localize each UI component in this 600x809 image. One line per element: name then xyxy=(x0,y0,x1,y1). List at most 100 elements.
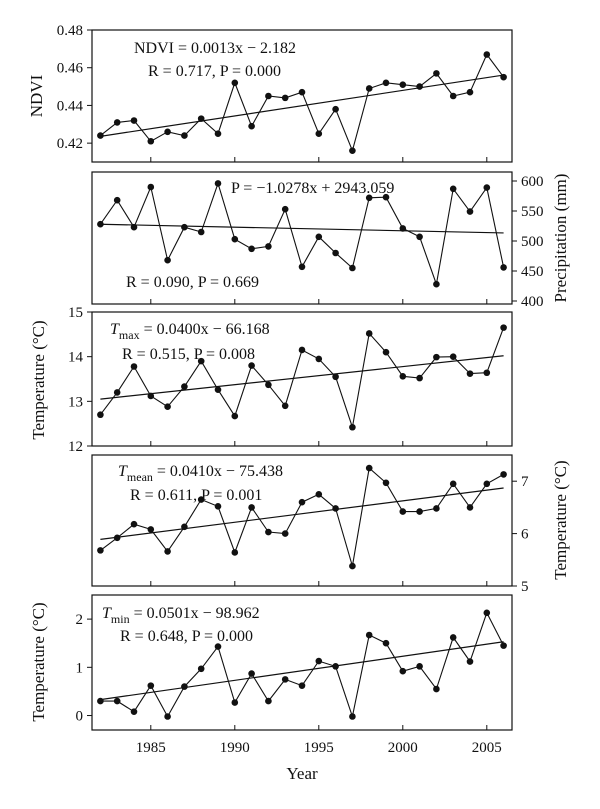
regression-stats: R = 0.611, P = 0.001 xyxy=(130,487,262,504)
data-point xyxy=(181,223,188,231)
trend-line xyxy=(100,487,504,540)
data-point xyxy=(382,348,390,356)
data-point xyxy=(97,220,104,228)
data-point xyxy=(147,526,155,533)
data-point xyxy=(399,508,407,515)
data-point xyxy=(231,412,239,420)
regression-stats: R = 0.090, P = 0.669 xyxy=(126,274,259,291)
y-tick-label: 600 xyxy=(521,174,544,190)
regression-equation: Tmax = 0.0400x − 66.168 xyxy=(110,321,270,342)
data-point xyxy=(449,634,457,641)
regression-equation: Tmean = 0.0410x − 75.438 xyxy=(118,463,283,484)
x-tick-label: 1990 xyxy=(220,740,250,756)
data-point xyxy=(315,130,323,138)
data-point xyxy=(500,73,507,81)
data-point xyxy=(466,658,474,665)
y-tick-label: 7 xyxy=(521,474,529,490)
data-point xyxy=(147,137,155,145)
panel-tmean: 5 6 7 Temperature (°C) Tmean = 0.0410x − 75.… xyxy=(91,454,570,595)
data-point xyxy=(113,697,121,705)
data-point xyxy=(399,373,407,380)
y-axis-label: NDVI xyxy=(27,74,46,117)
data-point xyxy=(365,330,373,337)
data-point xyxy=(214,503,222,510)
trend-line xyxy=(100,223,504,234)
y-tick-label: 0.42 xyxy=(57,136,83,152)
data-point xyxy=(164,128,171,136)
data-point xyxy=(416,663,423,670)
data-point xyxy=(349,562,356,570)
data-point xyxy=(231,79,239,87)
data-point xyxy=(500,264,507,271)
data-point xyxy=(349,423,356,431)
data-point xyxy=(181,523,188,531)
y-tick-label: 450 xyxy=(521,264,544,280)
data-point xyxy=(449,185,457,193)
data-point xyxy=(130,117,138,124)
trend-line xyxy=(100,641,504,701)
panel-precipitation: 400 450 500 550 600 Precipitation (mm) P = −1.… xyxy=(91,171,570,310)
data-point xyxy=(164,403,171,410)
data-point xyxy=(483,51,491,58)
data-point xyxy=(433,280,440,288)
data-point xyxy=(248,122,255,130)
data-point xyxy=(500,471,507,478)
y-tick-label: 6 xyxy=(521,527,529,543)
data-point xyxy=(214,386,222,394)
data-point xyxy=(365,464,373,472)
data-point xyxy=(365,85,373,92)
data-point xyxy=(265,92,272,100)
data-point xyxy=(382,639,390,647)
data-point xyxy=(197,665,205,673)
data-point xyxy=(433,685,440,693)
data-point xyxy=(449,480,457,488)
data-point xyxy=(365,194,373,202)
y-tick-label: 0.46 xyxy=(57,61,84,77)
x-tick-label: 2000 xyxy=(388,740,418,756)
panel-ndvi: 0.42 0.44 0.46 0.48 NDVI NDVI = 0.0013x − 2.1… xyxy=(27,23,513,163)
data-point xyxy=(281,530,289,537)
y-axis-label: Temperature (°C) xyxy=(29,320,48,439)
data-point xyxy=(500,324,507,331)
panel-frame xyxy=(91,29,513,163)
panel-tmax: 12 13 14 15 Temperature (°C) Tmax = 0.0400x −… xyxy=(29,305,513,455)
trend-line xyxy=(100,355,504,400)
data-point xyxy=(349,264,356,272)
panel-frame xyxy=(91,594,513,731)
data-point xyxy=(248,670,255,677)
data-point xyxy=(315,491,323,498)
data-point xyxy=(332,373,339,381)
regression-equation: P = −1.0278x + 2943.059 xyxy=(231,180,394,197)
y-tick-label: 12 xyxy=(68,439,83,455)
y-tick-label: 0.48 xyxy=(57,23,83,39)
y-tick-label: 13 xyxy=(68,394,83,410)
y-tick-label: 0.44 xyxy=(57,98,84,114)
data-point xyxy=(197,496,205,503)
data-point xyxy=(500,642,507,649)
panel-tmin: 0 1 2 Temperature (°C) Tmin = 0.0501x − 98.9… xyxy=(29,594,513,731)
data-point xyxy=(113,389,121,396)
x-axis: 1985 1990 1995 2000 2005 Year xyxy=(136,740,502,783)
data-point xyxy=(281,94,289,102)
data-point xyxy=(164,256,171,264)
data-point xyxy=(332,105,339,113)
series-line xyxy=(100,467,504,567)
regression-equation: NDVI = 0.0013x − 2.182 xyxy=(134,40,296,57)
y-tick-label: 14 xyxy=(68,350,84,366)
data-point xyxy=(365,631,373,639)
regression-stats: R = 0.515, P = 0.008 xyxy=(122,346,255,363)
y-tick-label: 15 xyxy=(68,305,83,321)
data-point xyxy=(197,228,205,236)
data-point xyxy=(113,196,121,204)
data-point xyxy=(231,699,239,706)
data-point xyxy=(265,697,272,705)
data-point xyxy=(298,88,306,96)
y-tick-label: 400 xyxy=(521,294,544,310)
data-point xyxy=(97,411,104,419)
x-tick-label: 1985 xyxy=(136,740,166,756)
y-tick-label: 1 xyxy=(76,660,84,676)
data-point xyxy=(349,713,356,720)
data-point xyxy=(214,130,222,138)
data-point xyxy=(483,609,491,617)
data-point xyxy=(197,115,205,122)
